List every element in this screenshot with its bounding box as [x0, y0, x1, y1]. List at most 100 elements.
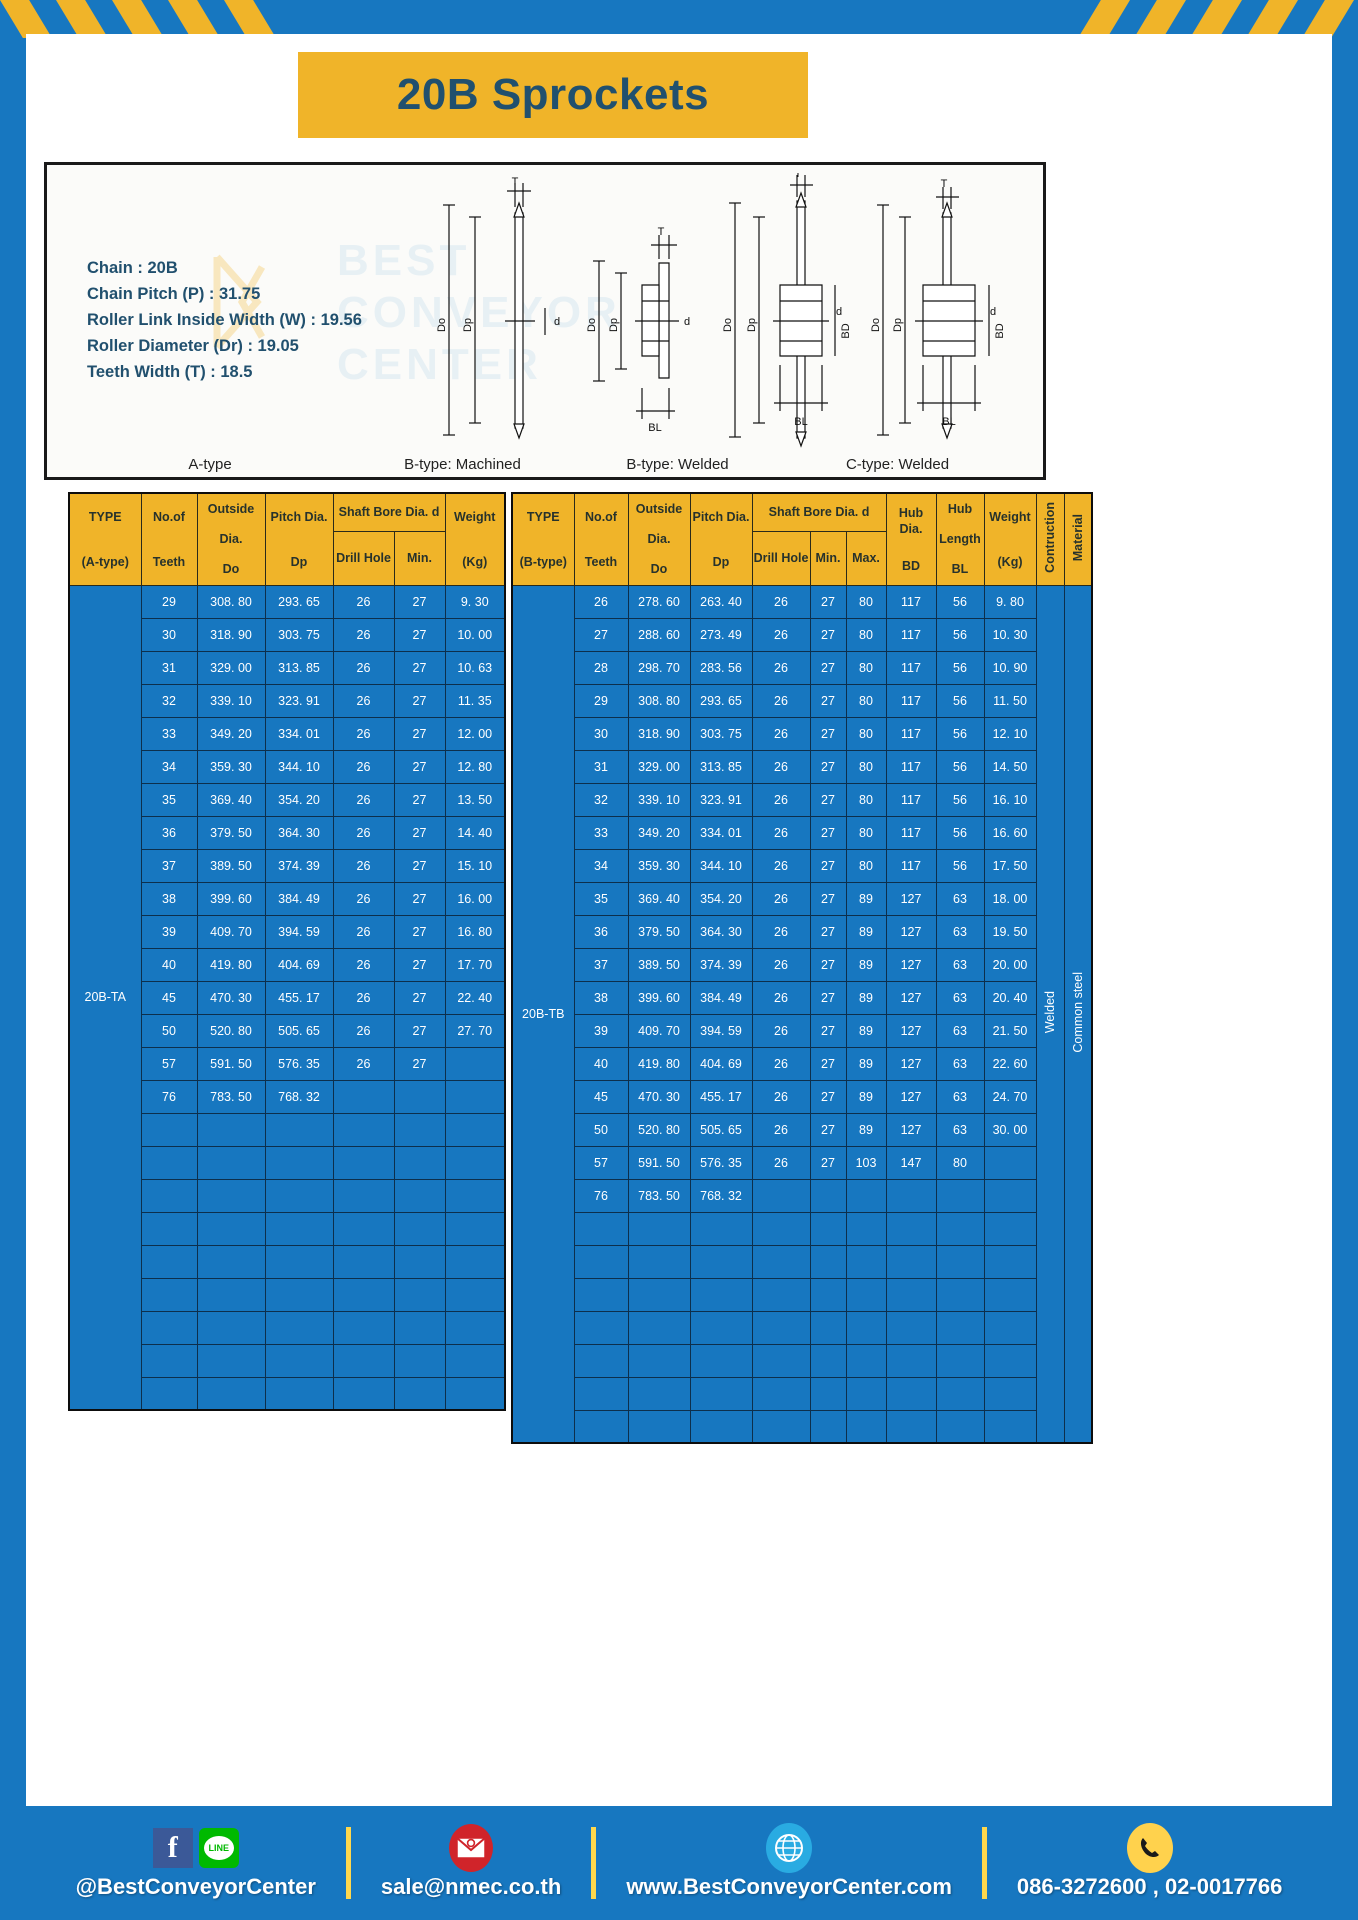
- spec-line-roller-diameter: Roller Diameter (Dr) : 19.05: [87, 337, 299, 355]
- cell-b-outside-dia: 318. 90: [627, 716, 691, 751]
- facebook-handle[interactable]: @BestConveyorCenter: [75, 1874, 316, 1899]
- cell-a-weight: [444, 1244, 506, 1279]
- cell-b-hub-length: 63: [935, 947, 985, 982]
- th-a-drill-hole: Drill Hole: [332, 530, 395, 586]
- cell-a-outside-dia: [196, 1277, 266, 1312]
- cell-a-min: 27: [393, 815, 446, 850]
- th-b-construction: Contruction: [1035, 492, 1065, 586]
- cell-a-teeth: 30: [140, 617, 198, 652]
- th-a-type-sub: (A-type): [81, 554, 129, 569]
- cell-a-teeth: 45: [140, 980, 198, 1015]
- label-a-type: A-type: [188, 456, 232, 473]
- cell-a-min: 27: [393, 617, 446, 652]
- table-row: 37 389. 50 374. 39 26 27 89 127 63 20. 00: [512, 947, 1092, 982]
- cell-a-weight: 15. 10: [444, 848, 506, 883]
- footer-social-group[interactable]: f LINE @BestConveyorCenter: [62, 1826, 330, 1900]
- cell-b-outside-dia: [627, 1244, 691, 1279]
- facebook-icon[interactable]: f: [152, 1828, 193, 1868]
- svg-text:BD: BD: [840, 323, 852, 338]
- footer-phone-group[interactable]: 086-3272600 , 02-0017766: [1003, 1823, 1296, 1900]
- phone-numbers[interactable]: 086-3272600 , 02-0017766: [1016, 1874, 1283, 1899]
- cell-b-hub-dia: [885, 1277, 937, 1312]
- th-b-outside-dia: Outside Dia. Do: [627, 492, 691, 586]
- cell-b-min: 27: [809, 584, 847, 619]
- cell-b-pitch-dia: 455. 17: [689, 1079, 753, 1114]
- cell-b-pitch-dia: 334. 01: [689, 815, 753, 850]
- cell-b-weight: [983, 1277, 1037, 1312]
- cell-a-drill-hole: 26: [332, 947, 395, 982]
- cell-b-hub-length: [935, 1178, 985, 1213]
- cell-a-drill-hole: 26: [332, 617, 395, 652]
- table-row: 57 591. 50 576. 35 26 27: [69, 1046, 506, 1081]
- cell-a-teeth: 39: [140, 914, 198, 949]
- th-b-type-main: TYPE: [526, 509, 560, 524]
- cell-b-teeth: [573, 1310, 629, 1345]
- cell-a-drill-hole: 26: [332, 881, 395, 916]
- footer-email-group[interactable]: sale@nmec.co.th: [367, 1824, 575, 1900]
- th-b-pd-sub: Dp: [712, 554, 730, 569]
- cell-a-outside-dia: 369. 40: [196, 782, 266, 817]
- table-row: [69, 1145, 506, 1180]
- cell-b-hub-dia: 127: [885, 1112, 937, 1147]
- email-address[interactable]: sale@nmec.co.th: [380, 1874, 562, 1899]
- cell-a-outside-dia: 591. 50: [196, 1046, 266, 1081]
- cell-b-max: 89: [845, 1112, 887, 1147]
- cell-b-pitch-dia: 505. 65: [689, 1112, 753, 1147]
- cell-a-pitch-dia: [264, 1145, 334, 1180]
- cell-b-max: 80: [845, 716, 887, 751]
- website-icon-wrap: [766, 1823, 813, 1873]
- cell-b-weight: 9. 80: [983, 584, 1037, 619]
- cell-b-outside-dia: 349. 20: [627, 815, 691, 850]
- cell-b-hub-length: [935, 1211, 985, 1246]
- cell-b-pitch-dia: 364. 30: [689, 914, 753, 949]
- cell-b-max: [845, 1409, 887, 1444]
- svg-text:BL: BL: [648, 422, 661, 434]
- cell-a-drill-hole: [332, 1211, 395, 1246]
- cell-b-max: [845, 1310, 887, 1345]
- th-b-construction-label: Contruction: [1043, 501, 1057, 573]
- cell-a-weight: [444, 1376, 506, 1411]
- cell-b-weight: [983, 1310, 1037, 1345]
- cell-a-outside-dia: [196, 1310, 266, 1345]
- cell-a-weight: [444, 1145, 506, 1180]
- email-icon[interactable]: [449, 1824, 494, 1872]
- table-row: 35 369. 40 354. 20 26 27 89 127 63 18. 00: [512, 881, 1092, 916]
- cell-b-weight: 20. 00: [983, 947, 1037, 982]
- drawing-b-type-machined: T Do Dp d BL: [586, 226, 690, 434]
- phone-icon[interactable]: [1126, 1823, 1173, 1873]
- cell-a-min: [393, 1178, 446, 1213]
- cell-a-pitch-dia: 394. 59: [264, 914, 334, 949]
- cell-a-teeth: [140, 1178, 198, 1213]
- spec-diagram-panel: BEST CONVEYOR CENTER Chain : 20B Chain P…: [44, 162, 1046, 480]
- cell-b-max: 80: [845, 683, 887, 718]
- cell-b-max: [845, 1244, 887, 1279]
- line-icon[interactable]: LINE: [198, 1828, 239, 1868]
- cell-a-min: 27: [393, 848, 446, 883]
- svg-text:Do: Do: [722, 318, 734, 332]
- cell-b-min: [809, 1211, 847, 1246]
- th-b-hubdia-main: Hub Dia.: [898, 505, 924, 536]
- cell-a-outside-dia: 359. 30: [196, 749, 266, 784]
- cell-b-hub-length: [935, 1244, 985, 1279]
- cell-b-min: 27: [809, 1079, 847, 1114]
- svg-text:T: T: [795, 173, 802, 180]
- cell-b-max: 103: [845, 1145, 887, 1180]
- website-url[interactable]: www.BestConveyorCenter.com: [626, 1874, 952, 1899]
- cell-b-hub-length: [935, 1343, 985, 1378]
- cell-a-teeth: 29: [140, 584, 198, 619]
- footer-divider: [345, 1827, 351, 1899]
- cell-a-outside-dia: 339. 10: [196, 683, 266, 718]
- table-row: [512, 1310, 1092, 1345]
- cell-b-teeth: 45: [573, 1079, 629, 1114]
- footer-website-group[interactable]: www.BestConveyorCenter.com: [612, 1823, 966, 1900]
- table-row: 38 399. 60 384. 49 26 27 16. 00: [69, 881, 506, 916]
- svg-text:Do: Do: [586, 318, 598, 332]
- cell-b-min: 27: [809, 947, 847, 982]
- diagram-type-labels: A-type B-type: Machined B-type: Welded C…: [65, 456, 1045, 473]
- cell-b-teeth: [573, 1244, 629, 1279]
- cell-b-drill-hole: 26: [751, 848, 811, 883]
- cell-a-teeth: [140, 1277, 198, 1312]
- cell-b-outside-dia: 298. 70: [627, 650, 691, 685]
- cell-a-drill-hole: 26: [332, 782, 395, 817]
- globe-icon[interactable]: [766, 1823, 813, 1873]
